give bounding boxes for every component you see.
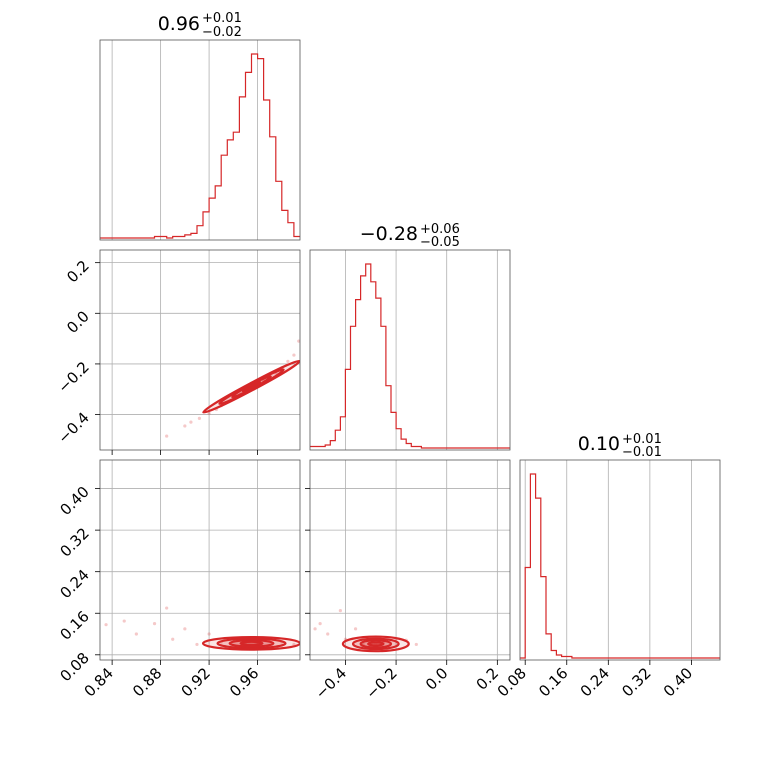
ytick-label-2-2: 0.24 xyxy=(56,566,92,602)
joint-0-1-point-4 xyxy=(207,411,211,415)
ytick-label-1-1: −0.2 xyxy=(54,358,92,396)
xtick-label-2-0: 0.08 xyxy=(494,664,530,700)
joint-1-2-contour-0 xyxy=(341,635,410,653)
hist-panel-2 xyxy=(519,459,721,661)
param-0-title-plus: +0.01 xyxy=(202,11,242,26)
joint-0-2-contour-0 xyxy=(201,636,300,651)
param-2-title-minus: −0.01 xyxy=(622,445,662,460)
panels-layer: 0.84 0.88 0.92 0.96 −0.4 −0.2 0.0 0.20.08 0.16 0.… xyxy=(54,39,721,703)
joint-0-1-point-3 xyxy=(197,416,201,420)
xtick-label-2-1: 0.16 xyxy=(535,664,571,700)
joint-0-2-point-6 xyxy=(183,627,187,631)
joint-panel-0-2 xyxy=(99,459,301,661)
joint-panel-1-2 xyxy=(309,459,511,661)
joint-1-2-point-12 xyxy=(414,642,418,647)
hist-2-frame xyxy=(519,459,721,661)
joint-0-2-contour-1 xyxy=(216,637,287,650)
param-0-title: 0.96 xyxy=(158,13,200,35)
joint-0-2-point-0 xyxy=(104,623,108,627)
xtick-label-0-2: 0.92 xyxy=(178,664,214,700)
xtick-label-2-4: 0.40 xyxy=(660,664,696,700)
joint-0-1-point-2 xyxy=(189,420,193,424)
joint-1-2-point-0 xyxy=(313,627,317,631)
param-0-title-minus: −0.02 xyxy=(202,25,242,40)
hist-0-line xyxy=(100,53,300,239)
joint-1-2-frame xyxy=(309,459,511,661)
joint-0-2-point-3 xyxy=(152,622,157,626)
joint-0-1-contour-3 xyxy=(241,380,262,393)
ytick-label-1-2: 0.0 xyxy=(63,307,93,337)
joint-0-2-frame xyxy=(99,459,301,661)
hist-1-frame xyxy=(309,249,511,451)
joint-0-2-point-7 xyxy=(195,642,199,647)
joint-0-1-point-1 xyxy=(183,424,187,428)
param-1-title-plus: +0.06 xyxy=(420,222,460,237)
joint-body-0-2 xyxy=(104,606,300,651)
joint-0-1-point-0 xyxy=(165,434,169,438)
joint-0-2-contour-fill-2 xyxy=(229,640,274,647)
xtick-label-2-2: 0.24 xyxy=(577,664,613,700)
hist-panel-1 xyxy=(309,249,511,451)
joint-panel-0-1 xyxy=(99,249,301,451)
joint-1-2-point-5 xyxy=(353,627,358,631)
joint-body-1-2 xyxy=(313,609,418,653)
param-1-title-minus: −0.05 xyxy=(420,235,460,250)
xtick-label-0-1: 0.88 xyxy=(129,664,165,700)
xtick-label-0-0: 0.84 xyxy=(81,664,117,700)
titles-layer: 0.96 +0.01 −0.02 −0.28 +0.06 −0.05 0.10 … xyxy=(158,11,662,460)
joint-body-0-1 xyxy=(165,339,300,438)
joint-0-2-point-5 xyxy=(171,637,175,641)
joint-0-2-point-4 xyxy=(165,606,169,610)
joint-0-2-point-1 xyxy=(122,619,126,623)
param-2-title: 0.10 xyxy=(578,433,620,455)
ytick-label-1-3: 0.2 xyxy=(63,257,93,287)
joint-0-2-point-2 xyxy=(134,632,138,636)
joint-1-2-contour-fill-2 xyxy=(360,640,392,648)
joint-1-2-point-2 xyxy=(326,632,330,636)
ytick-label-1-0: −0.4 xyxy=(54,409,92,447)
xtick-label-0-3: 0.96 xyxy=(226,664,262,700)
xtick-label-1-1: −0.2 xyxy=(362,664,400,702)
param-2-title-plus: +0.01 xyxy=(622,432,662,447)
ytick-label-2-4: 0.40 xyxy=(56,483,92,519)
joint-1-2-contour-1 xyxy=(351,637,400,651)
joint-0-1-frame xyxy=(99,249,301,451)
hist-1-line xyxy=(310,263,510,449)
joint-1-2-contour-2 xyxy=(359,639,393,649)
joint-1-2-point-1 xyxy=(318,622,322,626)
xtick-label-2-3: 0.32 xyxy=(618,664,654,700)
hist-0-frame xyxy=(99,39,301,241)
joint-0-2-contour-3 xyxy=(239,640,264,647)
hist-panel-0 xyxy=(99,39,301,241)
joint-1-2-point-3 xyxy=(338,609,342,613)
joint-1-2-contour-3 xyxy=(367,641,385,647)
ytick-label-2-1: 0.16 xyxy=(56,607,92,643)
param-1-title: −0.28 xyxy=(360,223,418,245)
joint-0-1-point-19 xyxy=(297,339,300,343)
xtick-label-1-2: 0.0 xyxy=(422,664,452,694)
joint-0-1-point-17 xyxy=(286,359,290,363)
hist-2-line xyxy=(520,473,720,659)
xtick-label-1-0: −0.4 xyxy=(312,664,350,702)
ytick-label-2-3: 0.32 xyxy=(56,524,92,560)
joint-0-1-point-18 xyxy=(292,353,296,357)
joint-0-2-point-8 xyxy=(207,632,211,636)
joint-0-2-contour-2 xyxy=(228,639,275,648)
